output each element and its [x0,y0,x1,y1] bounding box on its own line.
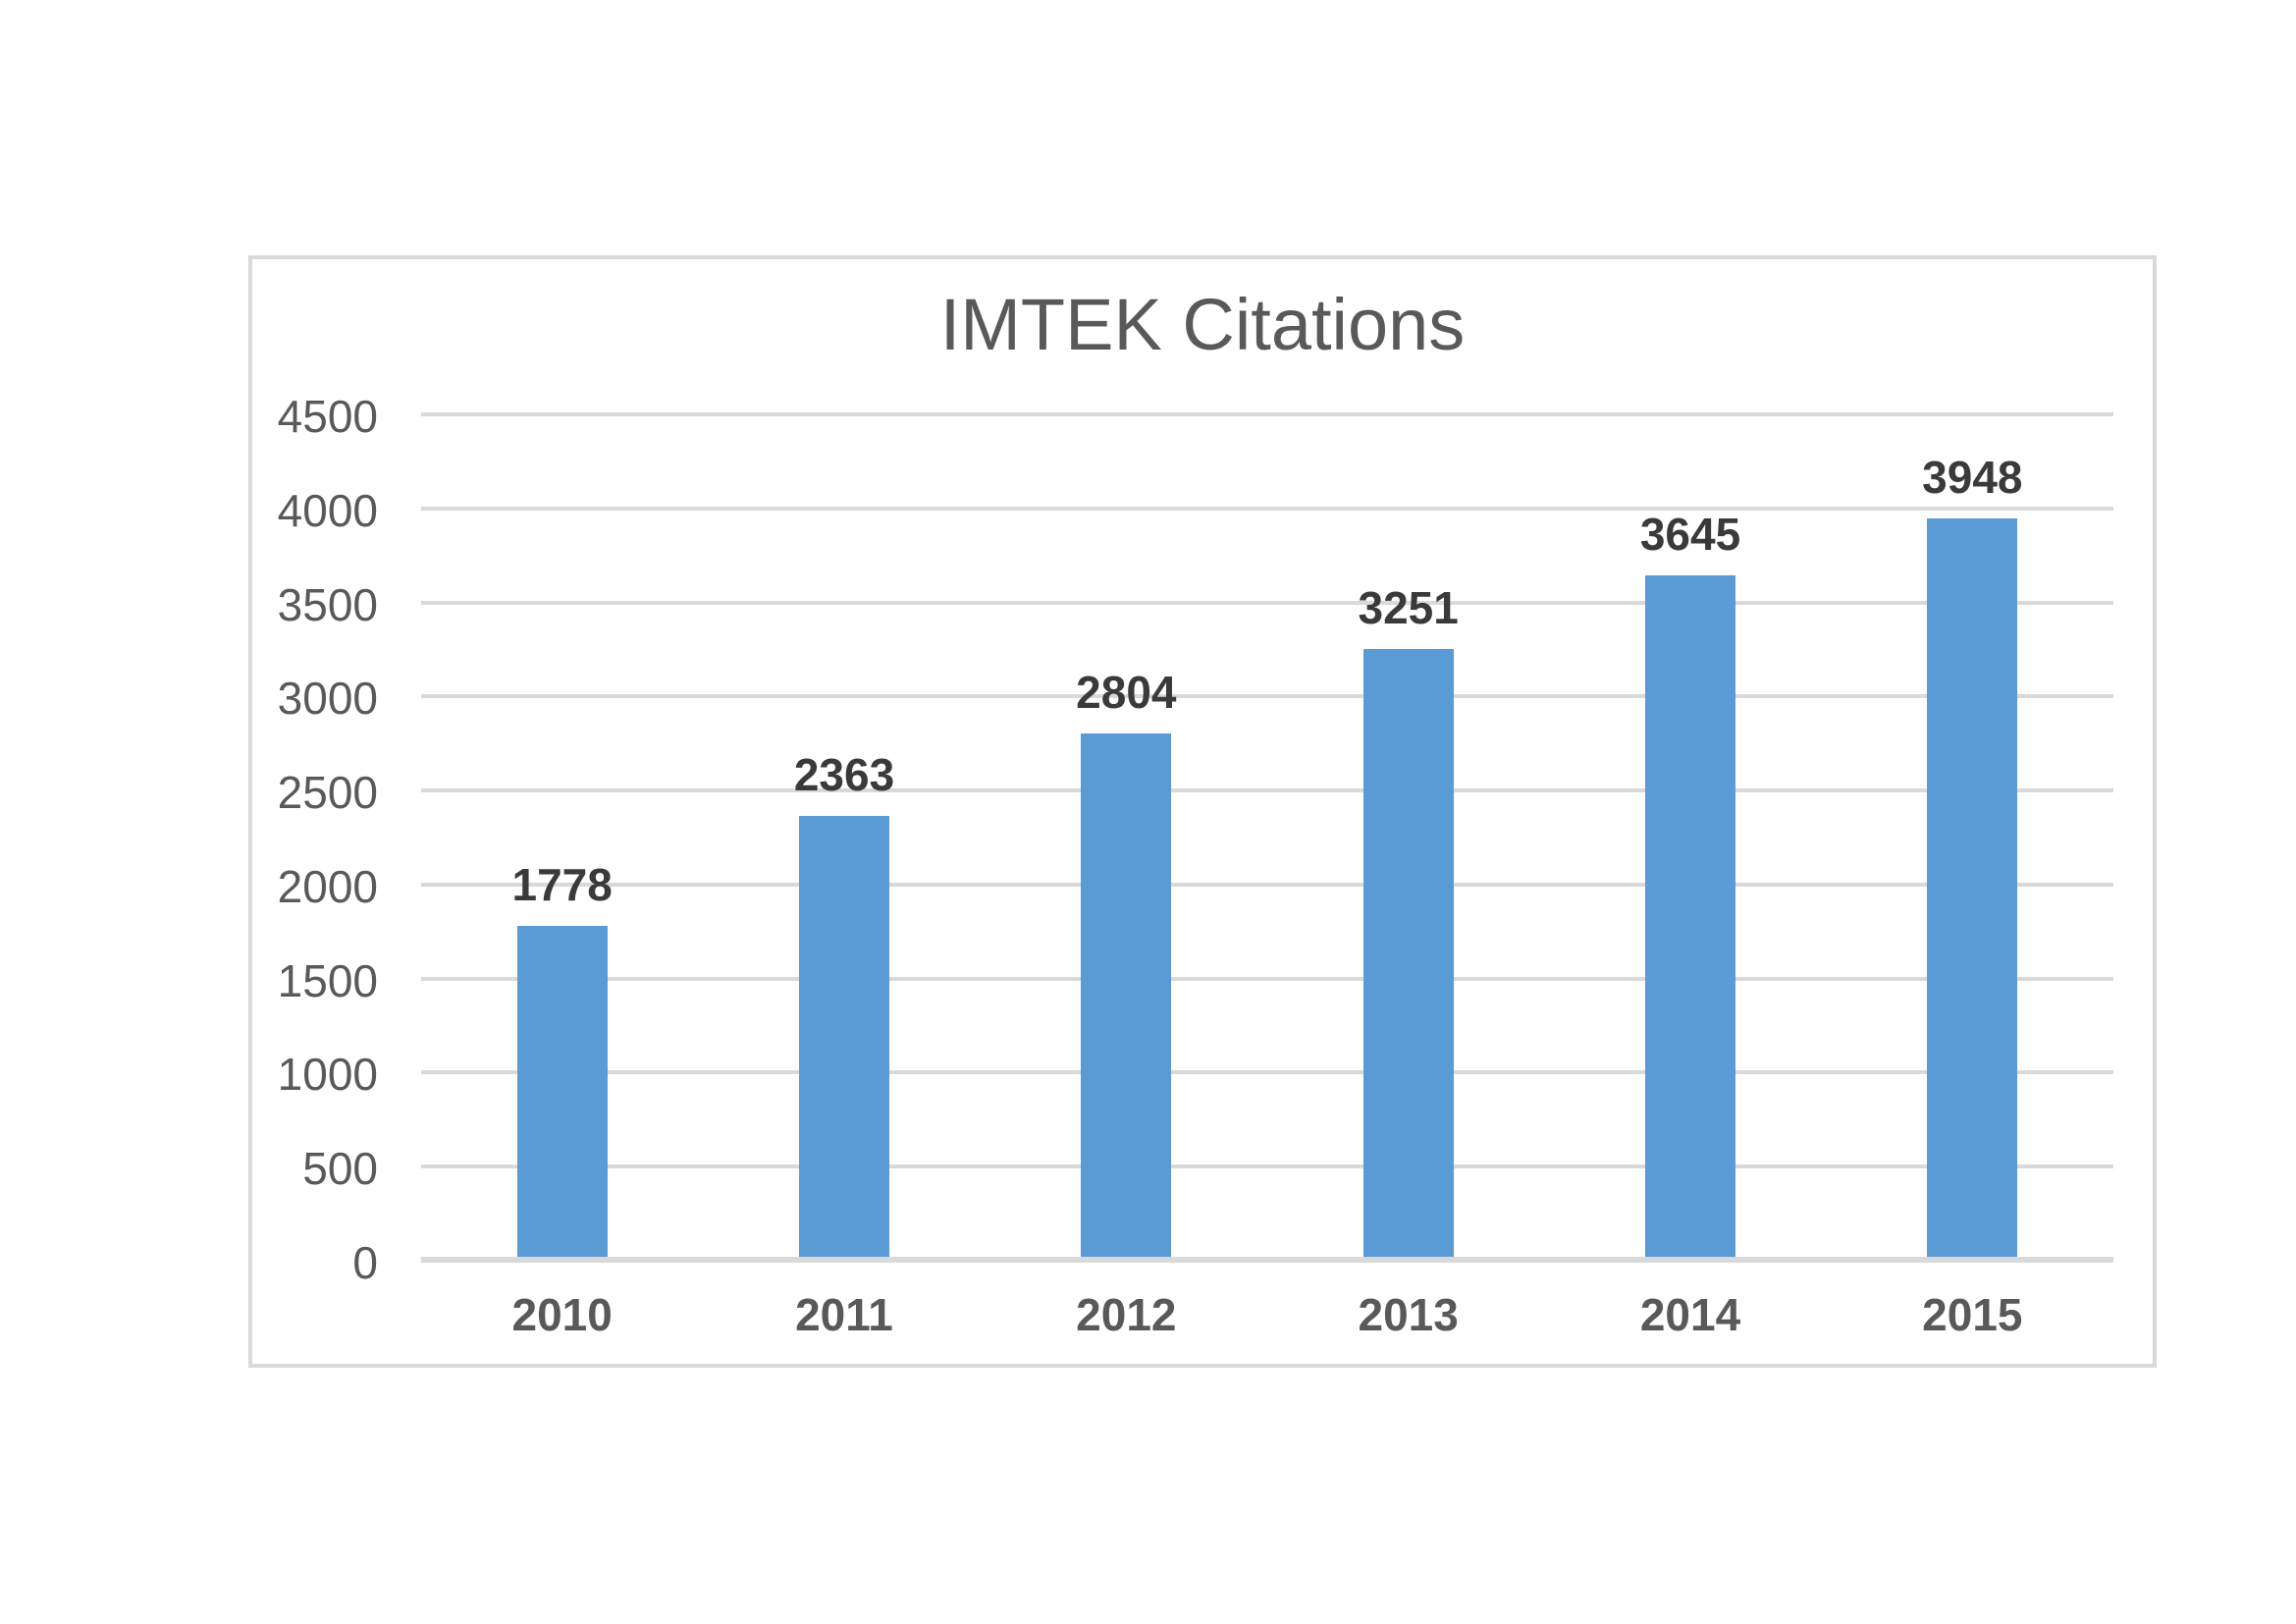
x-axis-label-2010: 2010 [511,1289,613,1340]
bar-2010 [516,926,608,1257]
gridline-1500 [421,976,2113,981]
data-label-2015: 3948 [1922,451,2023,503]
y-axis-label-2500: 2500 [277,767,378,819]
gridline-4500 [421,412,2113,416]
x-axis-label-2012: 2012 [1076,1289,1177,1340]
x-axis-label-2013: 2013 [1358,1289,1459,1340]
gridline-500 [421,1164,2113,1169]
y-axis-label-4500: 4500 [277,391,378,442]
y-axis-label-1000: 1000 [277,1049,378,1101]
y-axis-label-500: 500 [302,1143,378,1195]
y-axis-label-4000: 4000 [277,484,378,536]
bar-2013 [1362,649,1454,1257]
y-axis-label-1500: 1500 [277,954,378,1006]
x-axis-line [421,1257,2113,1263]
data-label-2014: 3645 [1639,508,1741,560]
x-axis-label-2014: 2014 [1639,1289,1741,1340]
gridline-2500 [421,788,2113,793]
x-axis-label-2011: 2011 [795,1289,893,1340]
chart-title: IMTEK Citations [939,284,1466,365]
data-label-2010: 1778 [511,859,613,911]
gridline-2000 [421,882,2113,887]
data-label-2011: 2363 [793,749,895,801]
gridline-4000 [421,506,2113,511]
gridline-3000 [421,694,2113,699]
gridline-1000 [421,1070,2113,1075]
x-axis-label-2015: 2015 [1922,1289,2023,1340]
gridline-3500 [421,600,2113,605]
bar-2014 [1645,574,1735,1257]
bar-2015 [1927,517,2018,1257]
y-axis-label-0: 0 [352,1237,378,1288]
y-axis-label-3000: 3000 [277,673,378,725]
bar-2011 [799,816,889,1257]
chart-container: IMTEK Citations 4500 4000 3500 3000 2500 2000… [248,255,2157,1368]
y-axis-label-2000: 2000 [277,860,378,912]
data-label-2012: 2804 [1076,666,1177,718]
data-label-2013: 3251 [1358,582,1459,634]
bar-2012 [1081,732,1172,1257]
y-axis-label-3500: 3500 [277,578,378,630]
